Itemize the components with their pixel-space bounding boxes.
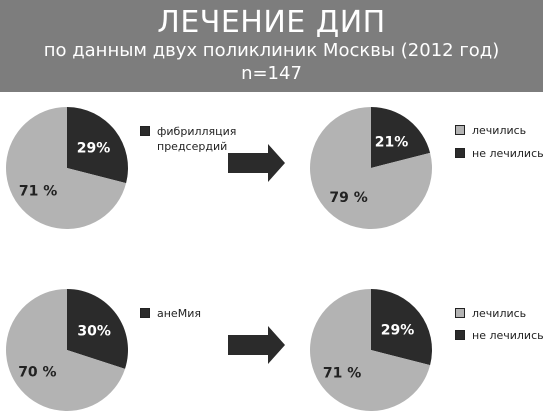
pie-slice-label: 70 %: [18, 365, 56, 381]
pie-slice-label: 29%: [77, 140, 111, 156]
legend-swatch-dark: [140, 126, 150, 136]
pie-slice-dark: [371, 107, 431, 168]
pie-slice-label: 21%: [375, 134, 409, 150]
legend-swatch-dark: [140, 308, 150, 318]
pie-chart-treated-1: 21% 79 %: [310, 107, 433, 230]
legend-label: лечились: [472, 307, 527, 320]
pie-slice-dark: [67, 289, 128, 369]
pie-slice-label: 30%: [77, 323, 111, 339]
pie-slice-dark: [67, 107, 128, 184]
legend-swatch-dark: [455, 330, 465, 340]
legend-label: фибрилляция предсердий: [157, 125, 237, 153]
legend-label: лечились: [472, 124, 527, 137]
pie-slice-light: [5, 289, 126, 411]
legend-swatch-dark: [455, 148, 465, 158]
legend-swatch-light: [455, 125, 465, 135]
legend-label: не лечились: [472, 147, 543, 160]
pie-slice-label: 79 %: [329, 190, 367, 206]
pie-chart-fibrillation: 29% 71 %: [5, 107, 128, 229]
page-title: ЛЕЧЕНИЕ ДИП: [157, 5, 386, 40]
page-subtitle: по данным двух поликлиник Москвы (2012 г…: [43, 40, 500, 61]
pie-slice-light: [310, 107, 433, 230]
pie-slice-label: 71 %: [323, 365, 361, 381]
title-banner: ЛЕЧЕНИЕ ДИП по данным двух поликлиник Мо…: [0, 0, 543, 92]
pie-chart-anemia: 30% 70 %: [5, 289, 128, 411]
sample-size: n=147: [241, 63, 302, 84]
pie-slice-light: [309, 289, 431, 411]
pie-slice-label: 29%: [381, 322, 415, 338]
legend-label: анеМия: [157, 307, 201, 320]
arrow-right-icon: [228, 326, 285, 364]
legend-label: не лечились: [472, 329, 543, 342]
pie-chart-treated-2: 29% 71 %: [309, 289, 432, 411]
arrow-right-icon: [228, 144, 285, 182]
pie-slice-label: 71 %: [19, 183, 57, 199]
pie-slice-light: [5, 107, 127, 229]
legend-swatch-light: [455, 308, 465, 318]
pie-slice-dark: [371, 289, 432, 366]
